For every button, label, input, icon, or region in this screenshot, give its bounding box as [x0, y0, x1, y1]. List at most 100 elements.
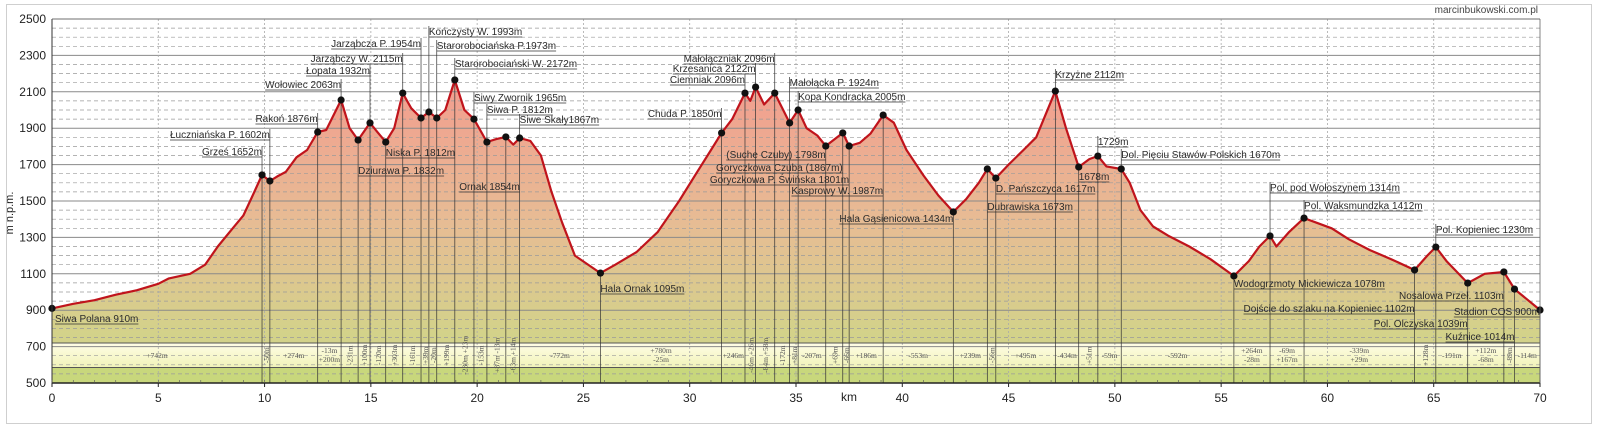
waypoint-marker: [1051, 87, 1059, 95]
waypoint-marker: [516, 134, 524, 142]
waypoint-marker: [839, 129, 847, 137]
waypoint-marker: [596, 269, 605, 277]
segment-elevation-change: -25m: [653, 355, 669, 364]
segment-elevation-change: -592m: [1168, 351, 1188, 360]
x-tick-label: 10: [258, 391, 272, 405]
segment-elevation-change: -28m: [1244, 355, 1260, 364]
x-tick-label: 35: [789, 391, 803, 405]
segment-elevation-change: -20m: [429, 347, 438, 363]
segment-elevation-change: -434m: [1057, 351, 1077, 360]
waypoint-label: Pol. Kopieniec 1230m: [1436, 225, 1533, 236]
waypoint-label: Dziurawa P. 1832m: [358, 166, 444, 177]
y-tick-label: 900: [26, 303, 46, 317]
waypoint-marker: [354, 136, 362, 144]
elevation-profile-line: [51, 78, 1541, 311]
x-tick-label: 60: [1321, 391, 1335, 405]
waypoint-label: 1678m: [1079, 172, 1110, 183]
segment-elevation-change: +69m: [830, 346, 839, 364]
segment-elevation-change: -69m: [1279, 346, 1295, 355]
waypoint-label: Dubrawiska 1673m: [987, 202, 1073, 213]
y-tick-label: 2100: [19, 85, 46, 99]
waypoint-label: Hala Gąsienicowa 1434m: [839, 214, 953, 225]
waypoint-marker: [822, 142, 830, 150]
waypoint-label: Pol. Olczyska 1039m: [1374, 319, 1468, 330]
segment-elevation-change: +51m: [1084, 346, 1093, 364]
waypoint-label: Dol. Pięciu Stawów Polskich 1670m: [1121, 150, 1280, 161]
waypoint-label: Krzesanica 2122m: [673, 64, 756, 75]
waypoint-label: Kończysty W. 1993m: [429, 27, 522, 38]
x-axis-label: km: [841, 390, 857, 404]
segment-elevation-change: +100m: [360, 344, 369, 365]
waypoint-label: Łuczniańska P. 1602m: [170, 130, 270, 141]
waypoint-label: Wodogrzmoty Mickiewicza 1078m: [1234, 279, 1385, 290]
x-tick-label: 50: [1108, 391, 1122, 405]
waypoint-marker: [1432, 243, 1440, 251]
waypoint-marker: [1410, 266, 1419, 274]
segment-elevation-change: +264m: [1241, 346, 1262, 355]
waypoint-label: Kuźnice 1014m: [1446, 332, 1515, 343]
x-tick-label: 30: [683, 391, 697, 405]
waypoint-marker: [794, 106, 802, 114]
waypoint-marker: [399, 89, 407, 97]
segment-elevation-change: -89m: [1505, 347, 1514, 363]
waypoint-marker: [752, 83, 760, 91]
waypoint-marker: [1075, 163, 1083, 171]
waypoint-label: Nosalowa Przeł. 1103m: [1399, 291, 1504, 302]
segment-elevation-change: +29m: [1351, 355, 1369, 364]
waypoint-label: Goryczkowa Czuba (1867m): [716, 163, 843, 174]
waypoint-marker: [258, 171, 266, 179]
waypoint-label: Pol. pod Wołoszynem 1314m: [1270, 183, 1400, 194]
segment-elevation-change: +87m -13m: [492, 337, 501, 372]
segment-elevation-change: +128m: [1421, 344, 1430, 365]
waypoint-marker: [786, 119, 794, 127]
waypoint-label: Stadion COS 900m: [1454, 307, 1540, 318]
segment-elevation-change: +239m: [960, 351, 981, 360]
x-tick-label: 0: [49, 391, 56, 405]
segment-elevation-change: -50m: [262, 347, 271, 363]
x-tick-label: 70: [1533, 391, 1547, 405]
segment-elevation-change: -66m: [842, 347, 851, 363]
waypoint-label: Wołowiec 2063m: [265, 80, 341, 91]
waypoint-marker: [314, 128, 322, 136]
waypoint-label: Jarząbczy W. 2115m: [311, 54, 403, 65]
waypoint-marker: [845, 142, 853, 150]
segment-elevation-change: +200m: [319, 355, 340, 364]
segment-elevation-change: +303m: [390, 344, 399, 365]
y-tick-label: 1300: [19, 230, 46, 244]
x-tick-label: 20: [470, 391, 484, 405]
segment-elevation-change: -120m: [374, 345, 383, 365]
waypoint-label: Niska P. 1812m: [386, 148, 455, 159]
segment-elevation-change: -46m +26m: [746, 337, 755, 372]
segment-elevation-change: -153m: [476, 345, 485, 365]
x-tick-label: 45: [1002, 391, 1016, 405]
y-tick-label: 700: [26, 340, 46, 354]
waypoint-marker: [1464, 279, 1472, 287]
waypoint-marker: [1230, 272, 1238, 280]
waypoint-label: Łopata 1932m: [306, 66, 370, 77]
waypoint-marker: [337, 96, 345, 104]
waypoint-label: Goryczkowa P. Świńska 1801m: [710, 173, 849, 186]
y-tick-label: 500: [26, 376, 46, 390]
y-tick-label: 1100: [20, 267, 46, 281]
segment-elevation-change: -56m: [988, 347, 997, 363]
segment-elevation-change: -772m: [550, 351, 570, 360]
y-tick-label: 2500: [19, 12, 46, 26]
segment-elevation-change: -231m: [346, 345, 355, 365]
x-tick-label: 5: [155, 391, 162, 405]
waypoint-label: Chuda P. 1850m: [648, 109, 722, 120]
waypoint-marker: [1117, 165, 1125, 173]
waypoint-label: Krzyżne 2112m: [1055, 70, 1124, 81]
waypoint-marker: [741, 89, 749, 97]
waypoint-marker: [502, 133, 510, 141]
segment-elevation-change: +274m: [283, 351, 304, 360]
waypoint-marker: [983, 165, 991, 173]
x-tick-label: 25: [577, 391, 591, 405]
waypoint-marker: [451, 76, 459, 84]
segment-elevation-change: -13m: [321, 346, 337, 355]
waypoint-label: Kopa Kondracka 2005m: [798, 92, 905, 103]
segment-elevation-change: -63m +14m: [509, 337, 518, 372]
waypoint-label: Siwa P. 1812m: [487, 105, 553, 116]
waypoint-marker: [382, 138, 390, 146]
waypoint-label: Siwy Zwornik 1965m: [474, 93, 566, 104]
x-tick-label: 40: [896, 391, 910, 405]
